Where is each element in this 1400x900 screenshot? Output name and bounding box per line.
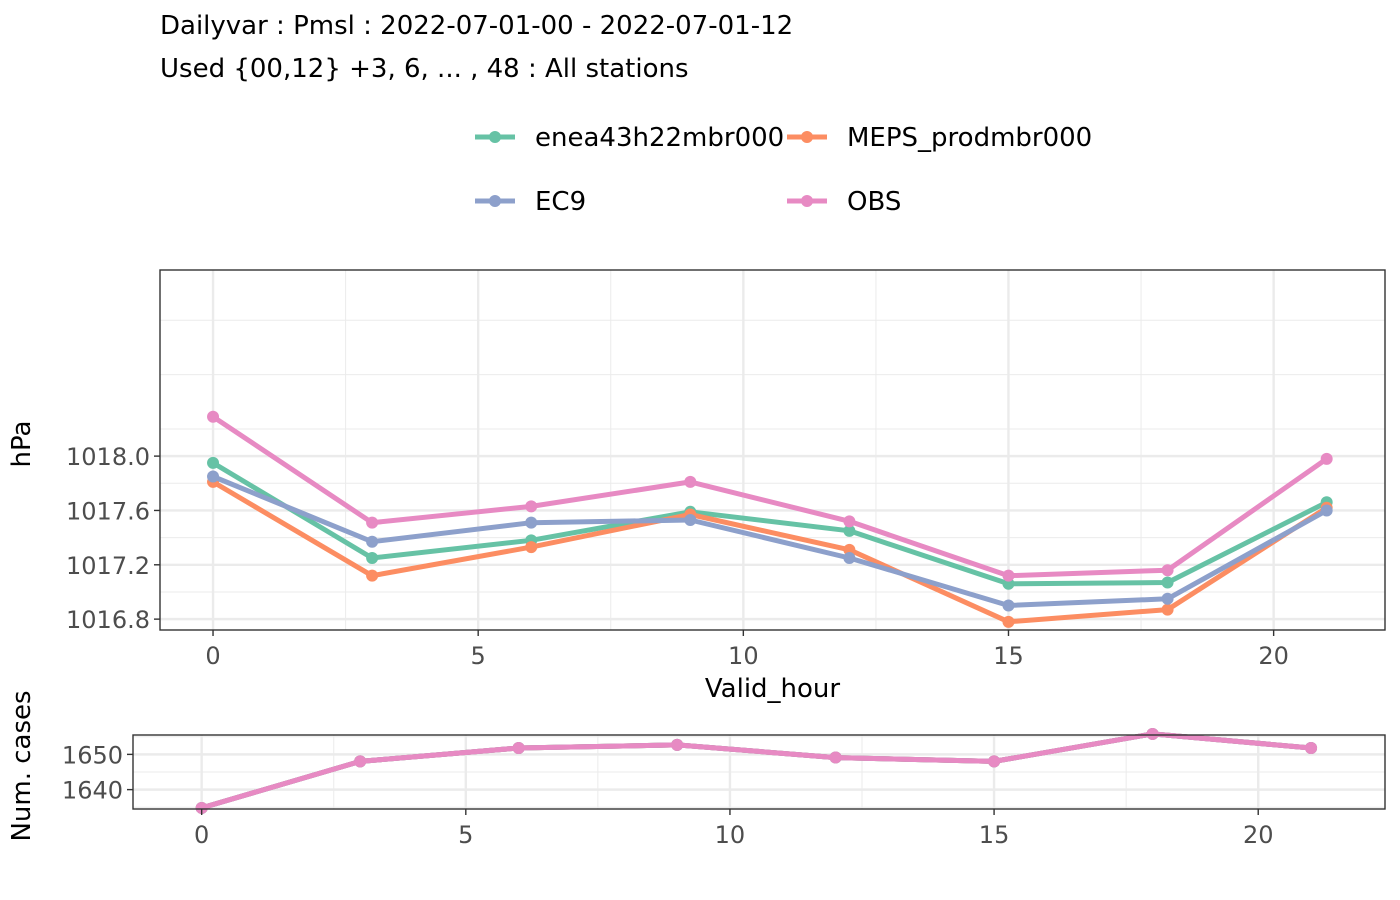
data-point [1320,504,1333,517]
legend-marker [489,195,501,207]
data-point [366,552,379,564]
tick-label-y: 1650 [62,741,123,769]
legend-item: EC9 [475,187,586,217]
cases-plot-panel: 0 5 10 15 20 1640 1650 Num. cases [7,690,1386,849]
legend-item: enea43h22mbr000 [475,123,784,153]
data-point [366,569,379,582]
data-point [366,516,379,529]
data-point [829,751,842,764]
tick-label-y: 1017.2 [66,552,150,580]
data-point [843,524,856,537]
tick-label-x: 5 [458,821,473,849]
data-point [1161,576,1174,589]
data-point [1002,599,1015,612]
tick-label-x: 0 [194,821,209,849]
data-point [525,541,538,554]
y-axis-title: hPa [7,421,37,468]
data-point [525,516,538,529]
tick-label-x: 10 [715,821,746,849]
series-line [199,731,1314,811]
data-point [207,456,220,469]
tick-label-x: 10 [728,642,759,670]
legend-marker [801,131,813,143]
tick-label-y: 1640 [62,777,123,805]
legend-label: OBS [847,187,901,217]
legend-label: enea43h22mbr000 [535,123,784,153]
plot-border [132,734,1386,810]
tick-label-y: 1018.0 [66,443,150,471]
tick-label-x: 20 [1258,642,1289,670]
data-point [1146,727,1159,740]
data-point [354,755,367,768]
data-point [988,755,1001,768]
plot-border [159,269,1386,631]
legend-marker [801,195,813,207]
data-point [843,552,856,564]
data-point [843,515,856,528]
series-line [210,414,1330,579]
data-point [195,801,208,814]
data-point [525,500,538,513]
legend-marker [489,131,501,143]
legend-label: EC9 [535,187,586,217]
tick-label-x: 0 [205,642,220,670]
tick-label-y: 1016.8 [66,606,150,634]
tick-label-y: 1017.6 [66,497,150,525]
series-line [210,479,1330,625]
chart-title: Dailyvar : Pmsl : 2022-07-01-00 - 2022-0… [160,11,793,41]
data-point [1305,742,1318,755]
tick-label-x: 15 [993,642,1024,670]
data-point [684,513,697,526]
y-axis-title: Num. cases [7,690,37,841]
data-point [671,738,684,751]
main-plot-panel: 0 5 10 15 20 1016.8 1017.2 1017.6 1018.0 Valid_ho… [7,269,1386,704]
data-point [207,410,220,423]
data-point [1002,569,1015,582]
legend-item: OBS [787,187,901,217]
legend-label: MEPS_prodmbr000 [847,123,1092,153]
data-point [1161,564,1174,577]
data-point [1161,603,1174,616]
data-point [207,470,220,483]
series-line [210,460,1330,587]
tick-label-x: 5 [471,642,486,670]
tick-label-x: 15 [979,821,1010,849]
data-point [366,535,379,548]
legend-item: MEPS_prodmbr000 [787,123,1092,153]
tick-label-x: 20 [1243,821,1274,849]
series-line [210,474,1330,608]
data-point [1161,592,1174,605]
data-point [512,742,525,755]
data-point [1002,615,1015,628]
x-axis-title: Valid_hour [705,674,841,704]
data-point [1320,452,1333,465]
chart-subtitle: Used {00,12} +3, 6, ... , 48 : All stati… [160,54,689,84]
data-point [684,475,697,488]
legend: enea43h22mbr000 MEPS_prodmbr000 EC9 OBS [475,123,1092,217]
plot-background [160,270,1385,630]
